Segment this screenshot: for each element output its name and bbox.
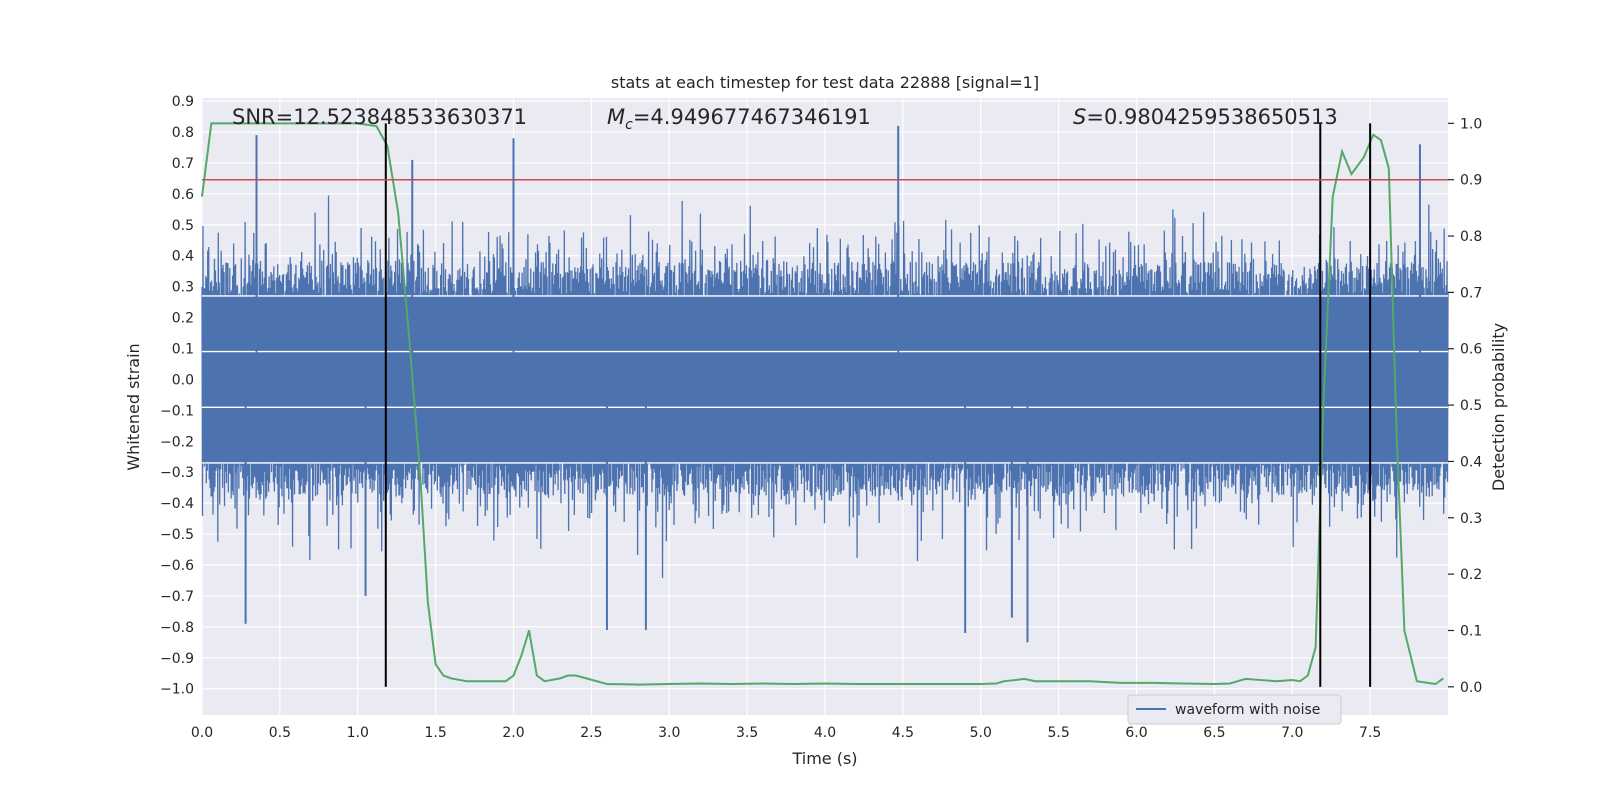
x-axis-label: Time (s) <box>791 749 857 768</box>
y-left-tick-label: −0.6 <box>160 558 194 574</box>
y-left-tick-label: −0.5 <box>160 527 194 543</box>
y-left-tick-label: 0.6 <box>172 187 194 203</box>
x-tick-label: 5.0 <box>970 725 992 741</box>
y-left-tick-label: −0.1 <box>160 403 194 419</box>
y-axis-left-ticks: 0.9 0.8 0.7 0.6 0.5 0.4 0.3 0.2 0.1 0.0 −0.1 −0.2 −0… <box>160 94 194 698</box>
y-right-tick-label: 0.1 <box>1460 623 1482 639</box>
y-right-tick-label: 0.2 <box>1460 567 1482 583</box>
x-tick-label: 0.0 <box>191 725 213 741</box>
x-tick-label: 1.5 <box>424 725 446 741</box>
y-right-tick-label: 1.0 <box>1460 116 1482 132</box>
y-left-tick-label: −0.2 <box>160 434 194 450</box>
y-left-tick-label: −0.9 <box>160 651 194 667</box>
x-tick-label: 3.5 <box>736 725 758 741</box>
y-left-tick-label: 0.7 <box>172 156 194 172</box>
y-right-tick-label: 0.6 <box>1460 342 1482 358</box>
y-left-tick-label: 0.4 <box>172 249 194 265</box>
score-annotation: S=0.9804259538650513 <box>1073 105 1338 129</box>
score-symbol: S <box>1073 105 1086 129</box>
y-right-tick-label: 0.7 <box>1460 285 1482 301</box>
y-left-tick-label: 0.2 <box>172 311 194 327</box>
y-right-tick-label: 0.5 <box>1460 398 1482 414</box>
waveform-core-band <box>202 295 1448 463</box>
y-left-tick-label: 0.1 <box>172 342 194 358</box>
chart-title: stats at each timestep for test data 228… <box>611 73 1039 92</box>
x-tick-label: 2.0 <box>502 725 524 741</box>
legend-label: waveform with noise <box>1175 702 1320 718</box>
x-tick-label: 3.0 <box>658 725 680 741</box>
x-tick-label: 1.0 <box>347 725 369 741</box>
y-left-tick-label: −1.0 <box>160 682 194 698</box>
legend: waveform with noise <box>1127 694 1342 725</box>
probability-line <box>201 122 1444 686</box>
y-right-tick-label: 0.0 <box>1460 680 1482 696</box>
y-left-tick-label: −0.7 <box>160 589 194 605</box>
vertical-markers <box>384 123 1372 687</box>
x-tick-label: 4.0 <box>814 725 836 741</box>
x-tick-label: 0.5 <box>269 725 291 741</box>
y-right-tick-label: 0.9 <box>1460 173 1482 189</box>
y-left-tick-label: 0.3 <box>172 280 194 296</box>
y-right-tick-label: 0.8 <box>1460 229 1482 245</box>
y-left-tick-label: 0.5 <box>172 218 194 234</box>
y-left-tick-label: −0.3 <box>160 465 194 481</box>
y-axis-right-label: Detection probability <box>1489 323 1508 491</box>
y-right-tick-label: 0.4 <box>1460 454 1482 470</box>
chirp-mass-subscript: c <box>625 117 633 133</box>
legend-box <box>1127 694 1342 725</box>
score-value: =0.9804259538650513 <box>1086 105 1337 129</box>
x-tick-label: 6.5 <box>1203 725 1225 741</box>
x-tick-label: 4.5 <box>892 725 914 741</box>
y-left-tick-label: 0.0 <box>172 372 194 388</box>
x-axis-ticks: 0.0 0.5 1.0 1.5 2.0 2.5 3.0 3.5 4.0 4.5 5.0 5.5 6.0 6… <box>191 725 1381 741</box>
y-right-tick-label: 0.3 <box>1460 511 1482 527</box>
x-tick-label: 6.0 <box>1125 725 1147 741</box>
x-tick-label: 7.0 <box>1281 725 1303 741</box>
x-tick-label: 7.5 <box>1359 725 1381 741</box>
y-left-tick-label: 0.8 <box>172 125 194 141</box>
waveform-series <box>201 125 1449 643</box>
y-axis-left-label: Whitened strain <box>124 343 143 470</box>
x-tick-label: 2.5 <box>580 725 602 741</box>
chirp-mass-symbol: M <box>607 105 625 129</box>
y-left-tick-label: −0.8 <box>160 620 194 636</box>
x-tick-label: 5.5 <box>1047 725 1069 741</box>
y-left-tick-label: 0.9 <box>172 94 194 110</box>
snr-annotation: SNR=12.523848533630371 <box>232 105 527 129</box>
y-axis-right-ticks: 1.0 0.9 0.8 0.7 0.6 0.5 0.4 0.3 0.2 0.1 0.0 <box>1448 116 1482 696</box>
probability-series <box>201 122 1444 686</box>
y-left-tick-label: −0.4 <box>160 496 194 512</box>
chirp-mass-annotation: Mc=4.949677467346191 <box>607 105 871 133</box>
chirp-mass-value: =4.949677467346191 <box>633 105 871 129</box>
